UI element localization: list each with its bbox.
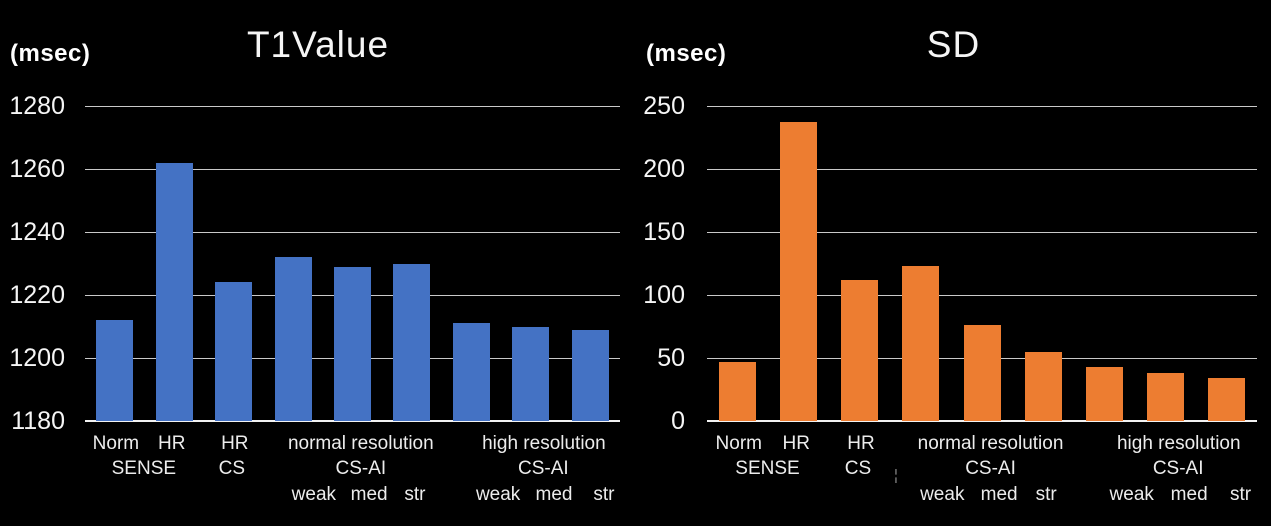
gridline-1260 (85, 168, 620, 170)
x-axis-label-hr: HR (221, 433, 249, 454)
y-tick-label-1280: 1280 (9, 92, 65, 120)
chart-panel-sd: (msec) SD 250 200 150 100 50 0 Norm HR HR normal … (636, 0, 1271, 526)
y-tick-label-200: 200 (643, 155, 685, 183)
bar-high-resolution-cs-ai-med (1146, 373, 1184, 421)
gridline-150 (707, 231, 1257, 233)
y-tick-label-1200: 1200 (9, 344, 65, 372)
bar-hr-sense (780, 122, 818, 421)
x-axis-label-hr: HR (847, 433, 875, 454)
y-tick-label-1220: 1220 (9, 281, 65, 309)
y-tick-label-150: 150 (643, 218, 685, 246)
bar-high-resolution-cs-ai-str (571, 329, 609, 421)
x-axis-label-hr: HR (158, 433, 186, 454)
x-axis-label-cs-ai: CS-AI (1152, 458, 1204, 479)
bar-normal-resolution-cs-ai-med (963, 325, 1001, 421)
y-tick-label-100: 100 (643, 281, 685, 309)
bar-high-resolution-cs-ai-weak (452, 323, 490, 421)
bar-norm-sense (96, 320, 134, 421)
x-axis-label-norm: Norm (92, 433, 140, 454)
bar-high-resolution-cs-ai-med (512, 326, 550, 421)
x-axis-label-weak: weak (475, 484, 521, 505)
bar-normal-resolution-cs-ai-str (1024, 351, 1062, 421)
x-axis-label-str: str (1035, 484, 1057, 505)
y-axis-unit-label: (msec) (646, 40, 727, 67)
x-axis-label-normal-resolution: normal resolution (287, 433, 434, 454)
bar-normal-resolution-cs-ai-weak (274, 257, 312, 421)
x-axis-label-high-resolution: high resolution (482, 433, 606, 454)
x-axis-label-sense: SENSE (735, 458, 800, 479)
x-axis-label-med: med (1170, 484, 1208, 505)
bar-normal-resolution-cs-ai-med (334, 266, 371, 421)
x-axis-label-normal-resolution: normal resolution (917, 433, 1064, 454)
y-tick-label-250: 250 (643, 92, 685, 120)
bar-hr-cs (215, 282, 253, 421)
gridline-100 (707, 294, 1257, 296)
x-axis-label-str: str (593, 484, 615, 505)
x-axis-label-norm: Norm (715, 433, 762, 454)
bar-high-resolution-cs-ai-weak (1085, 366, 1123, 421)
chart-title-t1value: T1Value (246, 24, 390, 65)
gridline-1280 (85, 105, 620, 107)
bar-high-resolution-cs-ai-str (1207, 378, 1245, 421)
x-axis-label-weak: weak (291, 484, 337, 505)
y-axis-unit-label: (msec) (10, 40, 91, 67)
bar-hr-cs (841, 279, 879, 421)
chart-title-sd: SD (926, 24, 981, 65)
y-tick-label-50: 50 (657, 344, 685, 372)
x-axis-label-cs-ai: CS-AI (517, 458, 569, 479)
x-axis-label-weak: weak (1109, 484, 1154, 505)
x-axis-label-high-resolution: high resolution (1116, 433, 1241, 454)
x-axis-label-cs: CS (218, 458, 246, 479)
y-tick-label-1260: 1260 (9, 155, 65, 183)
x-axis-baseline (85, 420, 620, 422)
bar-norm-sense (719, 361, 757, 421)
x-axis-label-str: str (404, 484, 426, 505)
y-tick-label-1180: 1180 (11, 407, 65, 435)
x-axis-label-weak: weak (920, 484, 965, 505)
stray-mark: ¦ (894, 467, 898, 484)
bar-normal-resolution-cs-ai-str (393, 263, 431, 421)
bar-hr-sense (155, 162, 193, 421)
x-axis-label-str: str (1229, 484, 1252, 505)
gridline-1240 (85, 231, 620, 233)
x-axis-label-sense: SENSE (111, 458, 177, 479)
chart-panel-t1value: (msec) T1Value 1280 1260 1240 1220 1200 1180 N… (9, 24, 620, 505)
x-axis-label-cs-ai: CS-AI (335, 458, 387, 479)
x-axis-label-cs-ai: CS-AI (965, 458, 1016, 479)
x-axis-label-hr: HR (782, 433, 810, 454)
x-axis-baseline (707, 420, 1257, 422)
gridline-200 (707, 168, 1257, 170)
y-tick-label-1240: 1240 (9, 218, 65, 246)
y-tick-label-0: 0 (671, 407, 685, 435)
x-axis-label-med: med (980, 484, 1018, 505)
x-axis-label-med: med (350, 484, 388, 505)
x-axis-label-cs: CS (844, 458, 872, 479)
x-axis-label-med: med (535, 484, 573, 505)
gridline-250 (707, 105, 1257, 107)
bar-normal-resolution-cs-ai-weak (902, 266, 940, 421)
